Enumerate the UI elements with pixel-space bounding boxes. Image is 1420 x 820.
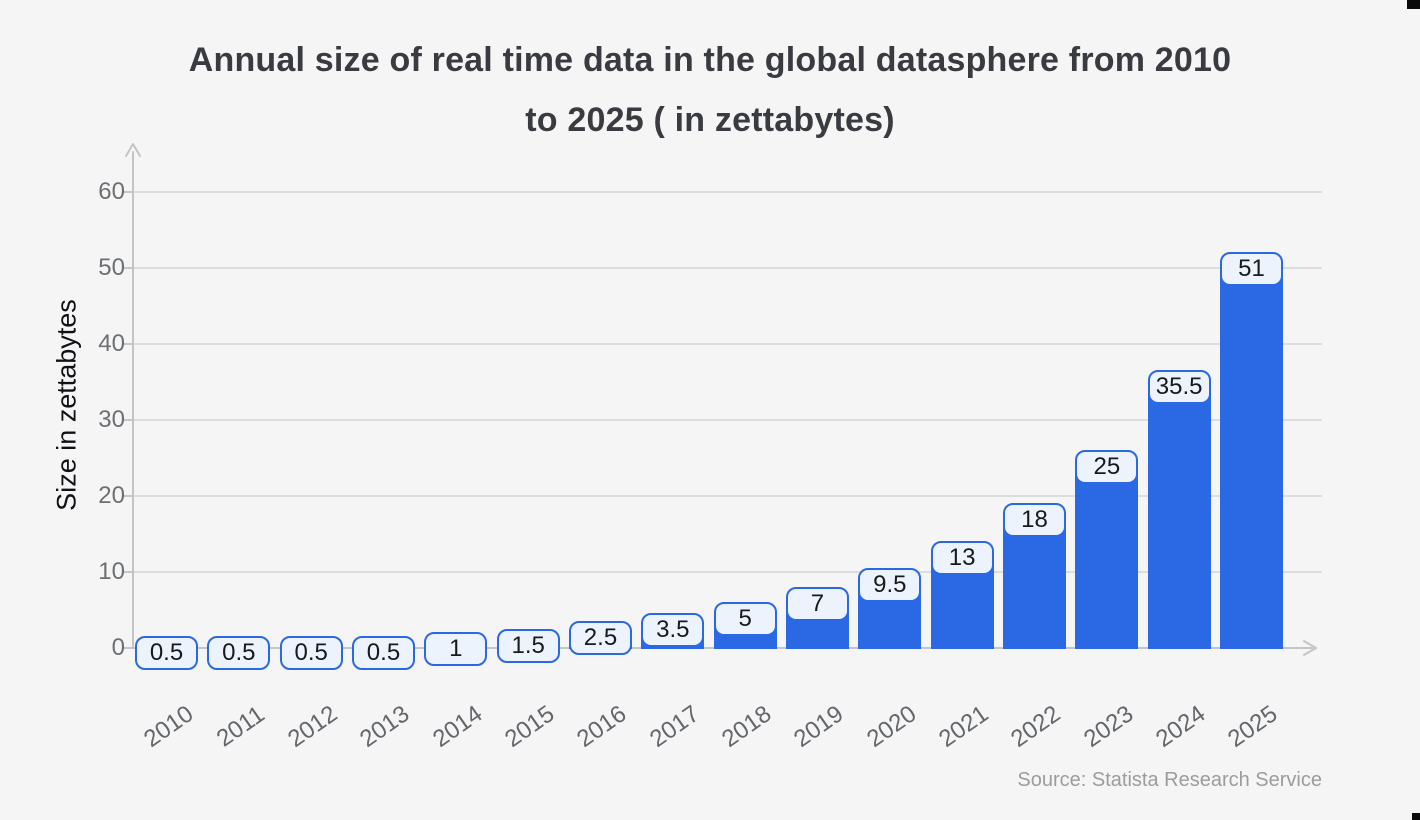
gridline-20 xyxy=(133,495,1322,497)
y-tick-mark-0 xyxy=(124,647,133,649)
y-tick-mark-50 xyxy=(124,267,133,269)
y-tick-label-30: 30 xyxy=(98,406,125,433)
y-tick-mark-40 xyxy=(124,343,133,345)
y-tick-mark-30 xyxy=(124,419,133,421)
value-label-2012: 0.5 xyxy=(279,636,343,671)
corner-mark-bottom xyxy=(1412,813,1420,820)
gridline-60 xyxy=(133,191,1322,193)
source-note: Source: Statista Research Service xyxy=(1017,769,1322,791)
y-tick-label-0: 0 xyxy=(111,634,125,661)
value-label-2015: 1.5 xyxy=(496,628,560,663)
value-label-2013: 0.5 xyxy=(351,636,415,671)
value-label-2021: 13 xyxy=(930,541,994,576)
y-tick-label-20: 20 xyxy=(98,482,125,509)
gridline-50 xyxy=(133,267,1322,269)
gridline-40 xyxy=(133,343,1322,345)
value-label-2024: 35.5 xyxy=(1147,370,1211,405)
chart-title: Annual size of real time data in the glo… xyxy=(188,41,1232,139)
y-tick-mark-10 xyxy=(124,571,133,573)
value-label-2016: 2.5 xyxy=(568,621,632,655)
value-label-2019: 7 xyxy=(785,586,849,621)
value-label-2020: 9.5 xyxy=(858,567,922,602)
value-label-2023: 25 xyxy=(1075,450,1139,484)
bar-2023 xyxy=(1075,458,1139,649)
value-label-2022: 18 xyxy=(1002,503,1066,538)
y-tick-mark-20 xyxy=(124,495,133,497)
value-label-2025: 51 xyxy=(1219,252,1283,287)
value-label-2017: 3.5 xyxy=(641,613,705,648)
y-axis-arrow-icon xyxy=(125,143,141,157)
x-axis-arrow-icon xyxy=(1303,640,1317,656)
y-tick-label-60: 60 xyxy=(98,178,125,205)
y-tick-mark-60 xyxy=(124,191,133,193)
y-tick-label-40: 40 xyxy=(98,330,125,357)
y-tick-label-50: 50 xyxy=(98,254,125,281)
gridline-30 xyxy=(133,419,1322,421)
value-label-2014: 1 xyxy=(424,632,488,667)
value-label-2011: 0.5 xyxy=(207,636,271,671)
bar-2024 xyxy=(1147,378,1211,649)
bar-2025 xyxy=(1219,260,1283,649)
y-tick-label-10: 10 xyxy=(98,558,125,585)
gridline-10 xyxy=(133,571,1322,573)
corner-mark-top xyxy=(1407,0,1420,9)
value-label-2018: 5 xyxy=(713,602,777,636)
value-label-2010: 0.5 xyxy=(135,636,198,671)
